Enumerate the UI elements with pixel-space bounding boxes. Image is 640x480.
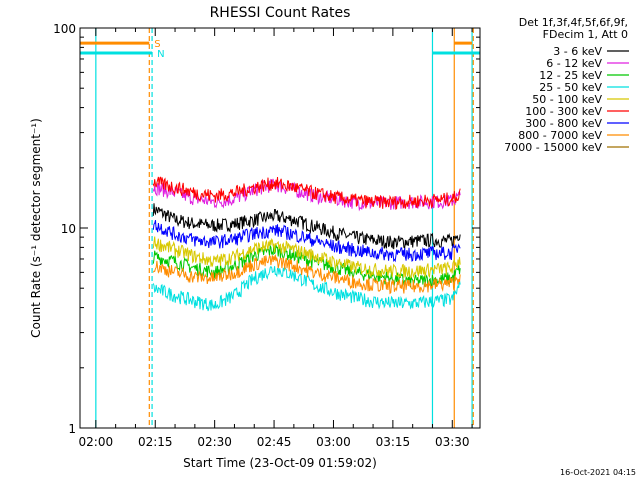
legend-entry-label: 7000 - 15000 keV [504,141,602,154]
plot-frame [79,27,481,429]
series-line [152,236,461,279]
legend-header-line-2: FDecim 1, Att 0 [543,28,628,41]
chart-title: RHESSI Count Rates [210,5,351,21]
legend-entry-label: 300 - 800 keV [525,117,602,130]
series-line [152,265,461,312]
series-line [152,254,461,295]
series-lines [152,176,461,312]
x-tick-label: 02:30 [197,435,232,449]
legend: Det 1f,3f,4f,5f,6f,9f, FDecim 1, Att 0 3… [504,16,629,154]
y-tick-label: 1 [68,422,76,436]
legend-entry-label: 50 - 100 keV [532,93,602,106]
x-axis-label: Start Time (23-Oct-09 01:59:02) [183,456,377,470]
legend-entry-label: 800 - 7000 keV [518,129,602,142]
series-line [152,178,461,212]
vertical-markers [95,28,474,428]
x-tick-label: 03:15 [376,435,411,449]
x-tick-label: 02:15 [138,435,173,449]
footer-timestamp: 16-Oct-2021 04:15 [560,468,636,477]
legend-entry-label: 3 - 6 keV [553,45,602,58]
x-tick-label: 03:30 [435,435,470,449]
legend-header-line-1: Det 1f,3f,4f,5f,6f,9f, [519,16,628,29]
series-line [152,203,461,250]
legend-entry-label: 12 - 25 keV [539,69,602,82]
state-bar-label: N [157,49,164,60]
axes: 02:00 02:15 02:30 02:45 03:00 03:15 03:30 1 10 10… [53,22,480,449]
state-bar-label: S [154,39,160,50]
state-bars: SN [80,39,480,60]
x-tick-label: 03:00 [316,435,351,449]
x-tick-label: 02:45 [257,435,292,449]
x-tick-label: 02:00 [79,435,114,449]
legend-entry-label: 25 - 50 keV [539,81,602,94]
series-line [152,219,461,263]
y-axis-label: Count Rate (s⁻¹ detector segment⁻¹) [29,118,43,338]
y-tick-label: 100 [53,22,76,36]
series-line [152,176,461,210]
y-tick-label: 10 [61,222,76,236]
legend-entry-label: 100 - 300 keV [525,105,602,118]
legend-entry-label: 6 - 12 keV [546,57,602,70]
